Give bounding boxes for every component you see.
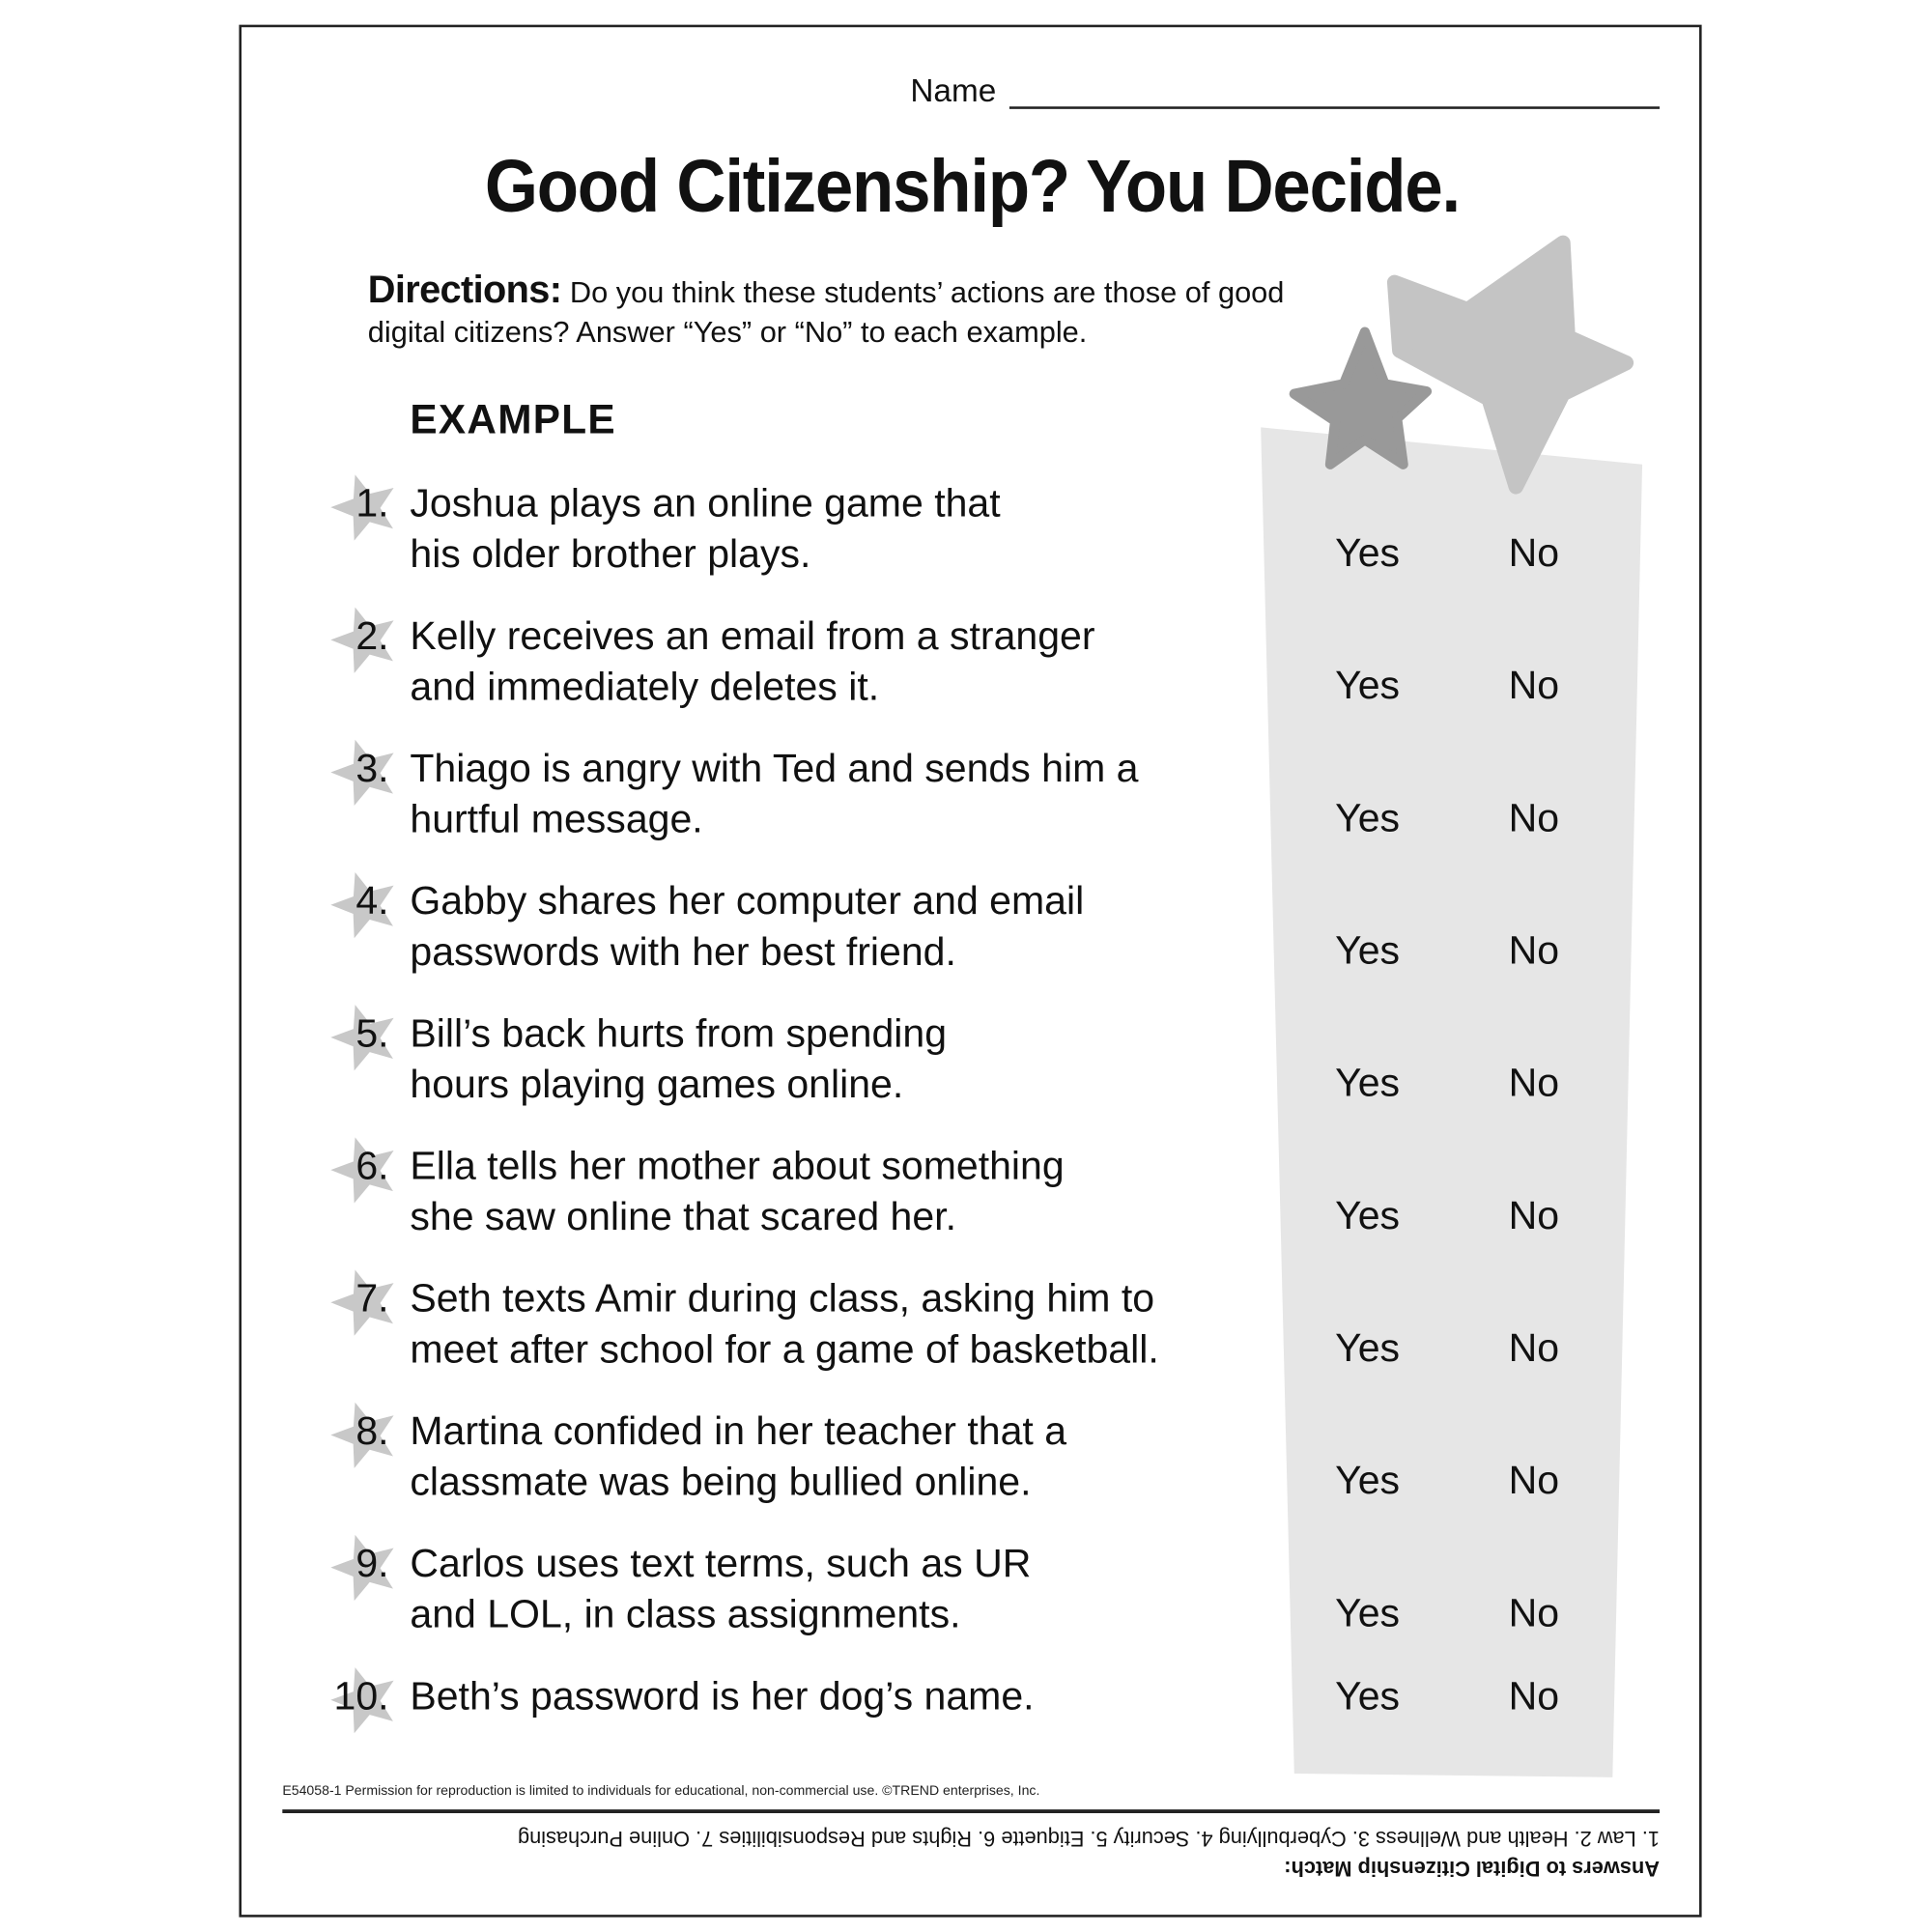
yes-option[interactable]: Yes: [1335, 1324, 1401, 1371]
item-text-line1: Seth texts Amir during class, asking him…: [410, 1275, 1155, 1321]
item-number: 9.: [355, 1540, 389, 1586]
number-star-icon: [330, 1137, 394, 1204]
number-star-icon: [330, 474, 394, 541]
item-text: Seth texts Amir during class, asking him…: [410, 1273, 1158, 1375]
no-option[interactable]: No: [1508, 529, 1560, 575]
yes-option[interactable]: Yes: [1335, 1590, 1401, 1635]
item-text: Ella tells her mother about something sh…: [410, 1141, 1064, 1242]
item-text: Gabby shares her computer and email pass…: [410, 875, 1084, 977]
no-option[interactable]: No: [1508, 1590, 1560, 1635]
number-star-icon: [330, 1667, 394, 1734]
item-text-line1: Ella tells her mother about something: [410, 1143, 1065, 1188]
item-text: Martina confided in her teacher that a c…: [410, 1406, 1066, 1507]
item-text-line2: hours playing games online.: [410, 1061, 904, 1106]
answer-key-text: 1. Law 2. Health and Wellness 3. Cyberbu…: [517, 1827, 1661, 1851]
name-label: Name: [910, 71, 997, 109]
item-number: 5.: [355, 1010, 389, 1056]
item-number: 3.: [355, 745, 389, 790]
item-text-line1: Joshua plays an online game that: [410, 480, 1001, 526]
answer-column-band: [1261, 427, 1643, 1777]
item-text-line1: Gabby shares her computer and email: [410, 878, 1085, 923]
item-text-line2: his older brother plays.: [410, 531, 811, 577]
yes-option[interactable]: Yes: [1335, 927, 1401, 973]
answer-key-heading: Answers to Digital Citizenship Match:: [1284, 1856, 1661, 1881]
footer-divider: [282, 1809, 1661, 1813]
number-star-icon: [330, 1402, 394, 1468]
answer-key-upside-down: Answers to Digital Citizenship Match: 1.…: [282, 1823, 1660, 1883]
item-text-line2: passwords with her best friend.: [410, 928, 956, 974]
directions: Directions: Do you think these students’…: [368, 270, 1285, 353]
number-star-icon: [330, 1269, 394, 1336]
directions-text-2: digital citizens? Answer “Yes” or “No” t…: [367, 315, 1088, 350]
item-text-line2: meet after school for a game of basketba…: [410, 1326, 1159, 1372]
item-text-line1: Beth’s password is her dog’s name.: [410, 1673, 1035, 1719]
small-star-icon: [1289, 327, 1433, 469]
item-number: 8.: [355, 1407, 389, 1453]
yes-option[interactable]: Yes: [1335, 1060, 1401, 1105]
no-option[interactable]: No: [1508, 1060, 1560, 1105]
item-text-line2: and LOL, in class assignments.: [410, 1591, 961, 1636]
item-text-line1: Carlos uses text terms, such as UR: [410, 1540, 1032, 1586]
yes-option[interactable]: Yes: [1335, 1458, 1401, 1503]
item-text-line2: classmate was being bullied online.: [410, 1459, 1032, 1504]
yes-option[interactable]: Yes: [1335, 529, 1401, 575]
no-option[interactable]: No: [1508, 1192, 1560, 1237]
directions-label: Directions:: [367, 267, 562, 311]
no-option[interactable]: No: [1508, 795, 1560, 840]
item-number: 10.: [333, 1673, 389, 1719]
no-option[interactable]: No: [1508, 1458, 1560, 1503]
item-number: 1.: [355, 480, 389, 526]
item-text-line1: Thiago is angry with Ted and sends him a: [410, 745, 1139, 790]
yes-option[interactable]: Yes: [1335, 795, 1401, 840]
page-border: [239, 24, 1702, 1918]
yes-option[interactable]: Yes: [1335, 1673, 1401, 1719]
item-text: Beth’s password is her dog’s name.: [410, 1671, 1034, 1722]
item-text: Kelly receives an email from a stranger …: [410, 611, 1094, 712]
number-star-icon: [330, 607, 394, 673]
item-number: 4.: [355, 878, 389, 923]
item-text-line1: Kelly receives an email from a stranger: [410, 612, 1095, 658]
yes-option[interactable]: Yes: [1335, 1192, 1401, 1237]
item-text: Joshua plays an online game that his old…: [410, 478, 1000, 580]
number-star-icon: [330, 739, 394, 807]
directions-text-1: Do you think these students’ actions are…: [561, 275, 1285, 310]
item-text: Carlos uses text terms, such as UR and L…: [410, 1538, 1031, 1639]
item-text-line1: Bill’s back hurts from spending: [410, 1010, 948, 1056]
item-number: 6.: [355, 1143, 389, 1188]
example-heading: EXAMPLE: [410, 396, 616, 442]
item-text: Thiago is angry with Ted and sends him a…: [410, 743, 1138, 844]
item-text-line2: she saw online that scared her.: [410, 1193, 956, 1239]
item-text-line2: and immediately deletes it.: [410, 664, 880, 709]
number-star-icon: [330, 871, 394, 939]
no-option[interactable]: No: [1508, 1673, 1560, 1719]
large-star-icon: [1386, 235, 1634, 495]
no-option[interactable]: No: [1508, 1324, 1560, 1371]
number-star-icon: [330, 1534, 394, 1602]
item-text-line2: hurtful message.: [410, 796, 703, 841]
name-input-line[interactable]: [1009, 106, 1661, 109]
item-text-line1: Martina confided in her teacher that a: [410, 1407, 1067, 1453]
yes-option[interactable]: Yes: [1335, 662, 1401, 708]
no-option[interactable]: No: [1508, 927, 1560, 973]
item-number: 7.: [355, 1275, 389, 1321]
permission-footer: E54058-1 Permission for reproduction is …: [282, 1783, 1040, 1799]
item-text: Bill’s back hurts from spending hours pl…: [410, 1009, 947, 1110]
number-star-icon: [330, 1005, 394, 1071]
no-option[interactable]: No: [1508, 662, 1560, 708]
page-title: Good Citizenship? You Decide.: [484, 145, 1461, 228]
item-number: 2.: [355, 612, 389, 658]
